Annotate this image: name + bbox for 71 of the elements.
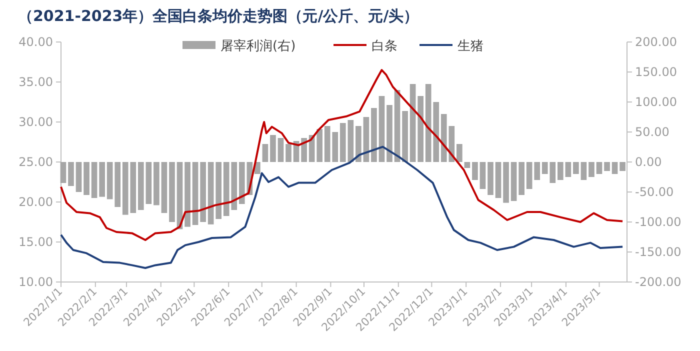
- bar: [91, 162, 98, 198]
- bar: [114, 162, 121, 207]
- bar: [216, 162, 222, 219]
- bar: [456, 144, 462, 162]
- y-tick-label: 15.00: [18, 235, 53, 249]
- bar: [402, 111, 408, 162]
- y2-tick-label: 50.00: [635, 125, 670, 139]
- y-tick-label: 30.00: [18, 115, 53, 129]
- bar: [270, 135, 276, 162]
- y-tick-label: 10.00: [18, 275, 53, 289]
- y2-tick-label: -100.00: [635, 215, 682, 229]
- bar: [620, 162, 626, 171]
- bar: [356, 126, 362, 162]
- bar: [192, 162, 198, 225]
- y2-tick-label: 150.00: [635, 65, 677, 79]
- bar: [84, 162, 90, 195]
- bar: [588, 162, 594, 177]
- bar: [480, 162, 486, 189]
- bar: [316, 129, 322, 162]
- bar: [612, 162, 618, 174]
- title: （2021-2023年）全国白条均价走势图（元/公斤、元/头）: [18, 7, 419, 25]
- bar: [76, 162, 82, 192]
- bar: [138, 162, 144, 210]
- bar: [573, 162, 579, 174]
- bar: [518, 162, 524, 195]
- bar: [238, 162, 245, 204]
- bar: [184, 162, 190, 227]
- bar: [99, 162, 105, 197]
- bar: [154, 162, 160, 206]
- bar: [418, 96, 424, 162]
- bar: [286, 144, 292, 162]
- y-tick-label: 40.00: [18, 35, 53, 49]
- bar: [472, 162, 478, 180]
- bar: [378, 96, 385, 162]
- bar: [596, 162, 602, 174]
- bar: [363, 117, 370, 162]
- y-tick-label: 35.00: [18, 75, 53, 89]
- bar: [510, 162, 517, 201]
- y-tick-label: 25.00: [18, 155, 53, 169]
- bar: [161, 162, 168, 213]
- y2-tick-label: -200.00: [635, 275, 682, 289]
- bar: [386, 105, 392, 162]
- bar: [68, 162, 74, 186]
- legend-label: 生猪: [458, 39, 484, 54]
- bar: [371, 108, 377, 162]
- bar: [488, 162, 494, 195]
- y2-tick-label: 0.00: [635, 155, 662, 169]
- y2-tick-label: 100.00: [635, 95, 677, 109]
- y-tick-label: 20.00: [18, 195, 53, 209]
- bar: [200, 162, 206, 222]
- bar: [301, 138, 307, 162]
- bar: [495, 162, 502, 198]
- bar: [146, 162, 152, 204]
- y2-tick-label: -50.00: [635, 185, 674, 199]
- bar: [262, 144, 268, 162]
- bar: [565, 162, 572, 177]
- bar: [60, 162, 66, 183]
- y2-tick-label: 200.00: [635, 35, 677, 49]
- bar: [464, 162, 470, 168]
- legend-label: 屠宰利润(右): [220, 38, 296, 54]
- y2-tick-label: -150.00: [635, 245, 682, 259]
- bar: [503, 162, 509, 203]
- bar: [278, 138, 284, 162]
- bar: [604, 162, 610, 171]
- bar: [106, 162, 113, 200]
- bar: [169, 162, 175, 222]
- bar: [558, 162, 564, 180]
- legend-label: 白条: [372, 39, 398, 54]
- bar: [580, 162, 587, 180]
- bar: [208, 162, 214, 224]
- bar: [410, 84, 416, 162]
